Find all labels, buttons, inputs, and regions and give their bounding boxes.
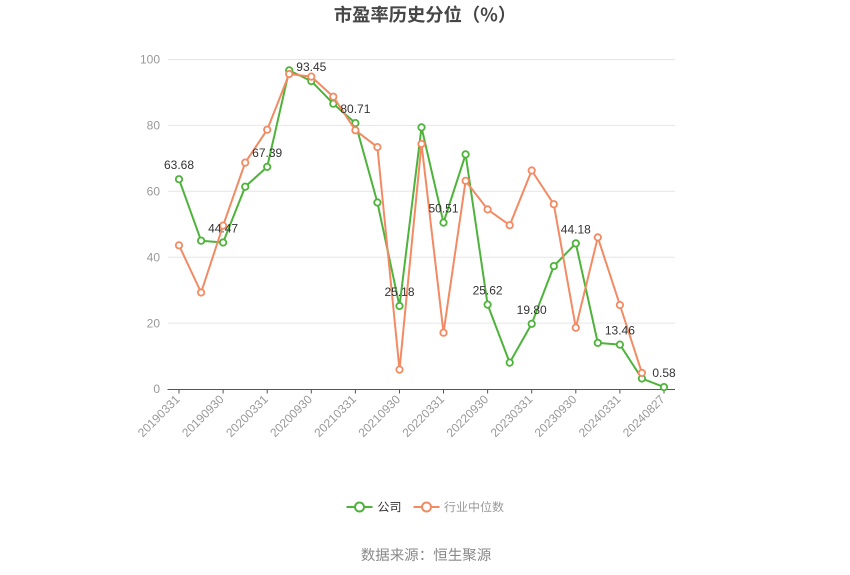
svg-text:0.58: 0.58 bbox=[652, 366, 676, 380]
svg-text:25.18: 25.18 bbox=[384, 285, 414, 299]
svg-text:60: 60 bbox=[147, 185, 161, 199]
svg-text:100: 100 bbox=[140, 53, 160, 67]
svg-text:44.47: 44.47 bbox=[208, 222, 238, 236]
svg-text:19.80: 19.80 bbox=[517, 303, 547, 317]
svg-text:80: 80 bbox=[147, 119, 161, 133]
svg-text:40: 40 bbox=[147, 250, 161, 264]
svg-text:93.45: 93.45 bbox=[296, 60, 326, 74]
svg-text:67.39: 67.39 bbox=[252, 146, 282, 160]
svg-text:13.46: 13.46 bbox=[605, 324, 635, 338]
svg-text:44.18: 44.18 bbox=[561, 222, 591, 236]
svg-text:20: 20 bbox=[147, 316, 161, 330]
svg-text:0: 0 bbox=[153, 382, 160, 396]
svg-text:80.71: 80.71 bbox=[340, 102, 370, 116]
svg-text:25.62: 25.62 bbox=[473, 284, 503, 298]
svg-text:50.51: 50.51 bbox=[428, 202, 458, 216]
svg-text:63.68: 63.68 bbox=[164, 158, 194, 172]
